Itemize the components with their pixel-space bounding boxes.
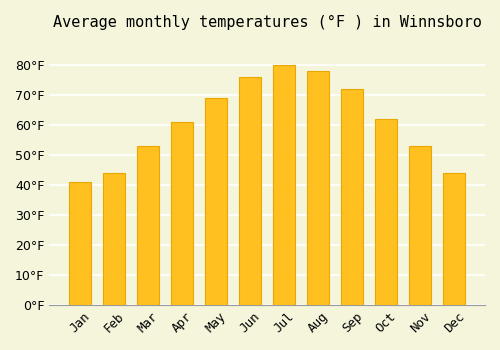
Bar <box>307 71 329 305</box>
Bar <box>375 119 397 305</box>
Bar <box>409 146 431 305</box>
Bar <box>205 98 227 305</box>
Bar <box>239 77 261 305</box>
Bar <box>103 173 126 305</box>
Title: Average monthly temperatures (°F ) in Winnsboro: Average monthly temperatures (°F ) in Wi… <box>52 15 482 30</box>
Bar <box>69 182 92 305</box>
Bar <box>137 146 159 305</box>
Bar <box>443 173 465 305</box>
Bar <box>273 65 295 305</box>
Bar <box>171 122 193 305</box>
Bar <box>341 89 363 305</box>
